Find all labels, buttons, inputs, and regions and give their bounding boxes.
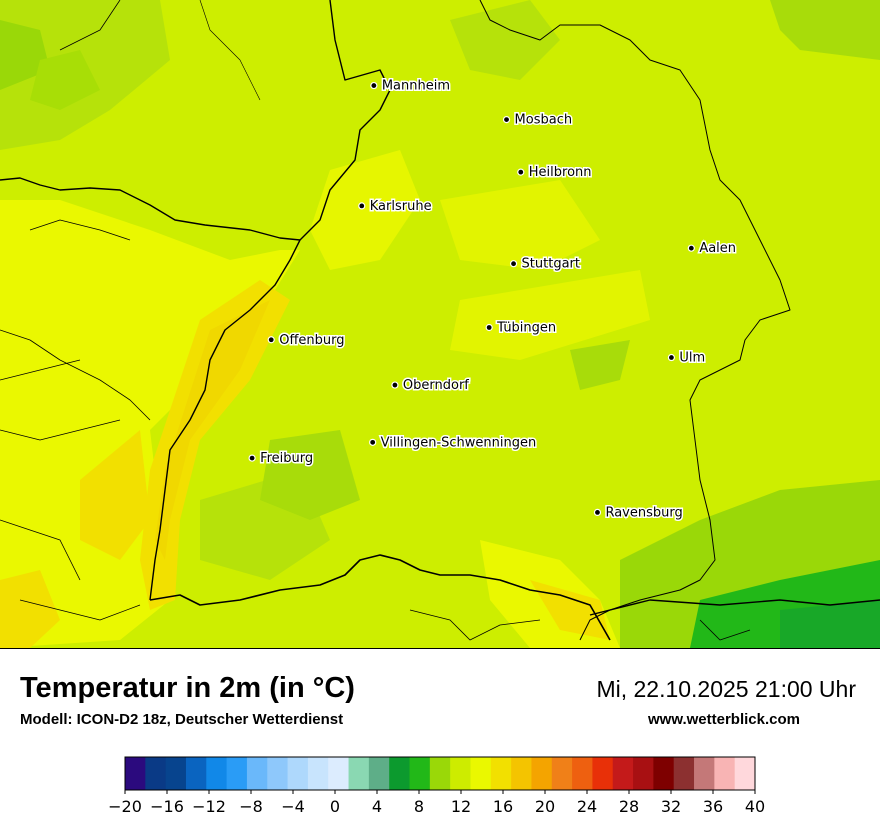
legend-swatch <box>470 757 492 790</box>
legend-tick-label: −16 <box>150 797 184 816</box>
temperature-map: Mannheim Mosbach Heilbronn Karlsruhe Aalen St… <box>0 0 880 649</box>
city-aalen: Aalen <box>687 240 738 258</box>
legend-tick-label: −4 <box>281 797 305 816</box>
legend-swatch <box>511 757 532 790</box>
city-label: Karlsruhe <box>370 199 432 214</box>
city-mosbach: Mosbach <box>502 111 574 129</box>
legend-tick-label: 36 <box>703 797 723 816</box>
city-dot <box>595 509 600 515</box>
city-ulm: Ulm <box>667 349 707 367</box>
legend-swatch <box>145 757 167 790</box>
legend-swatch <box>633 757 654 790</box>
legend-swatch <box>592 757 614 790</box>
legend-swatch <box>206 757 228 790</box>
legend-tick-label: −20 <box>108 797 142 816</box>
city-dot <box>669 355 674 360</box>
legend-tick-label: 4 <box>372 797 382 816</box>
legend-frame <box>124 756 756 791</box>
legend-tick-label: 0 <box>330 797 340 816</box>
legend-swatch <box>694 757 715 790</box>
legend-tick-label: 40 <box>745 797 765 816</box>
city-label: Offenburg <box>279 333 344 348</box>
forecast-datetime: Mi, 22.10.2025 21:00 Uhr <box>596 676 856 702</box>
legend-swatch <box>409 757 431 790</box>
legend-swatch <box>490 757 512 790</box>
model-info: Modell: ICON-D2 18z, Deutscher Wetterdie… <box>20 711 344 728</box>
legend-swatch <box>287 757 309 790</box>
website-link[interactable]: www.wetterblick.com <box>648 711 800 728</box>
legend-tick-label: −8 <box>239 797 263 816</box>
legend-tick-label: 16 <box>493 797 513 816</box>
city-t-bingen: Tübingen <box>485 319 558 337</box>
city-dot <box>268 337 274 343</box>
legend-swatch <box>429 757 451 790</box>
city-dot <box>511 261 516 267</box>
legend-swatch <box>572 757 593 790</box>
city-dot <box>392 382 398 388</box>
city-oberndorf: Oberndorf <box>391 377 471 395</box>
city-label: Mannheim <box>382 79 450 94</box>
city-dot <box>518 169 524 175</box>
legend-swatch <box>246 757 268 790</box>
legend-swatch <box>714 757 736 790</box>
legend-swatch <box>226 757 248 790</box>
map-canvas: Mannheim Mosbach Heilbronn Karlsruhe Aalen St… <box>0 0 880 648</box>
city-offenburg: Offenburg <box>267 331 346 349</box>
legend-swatch <box>389 757 411 790</box>
city-dot <box>249 455 255 461</box>
city-label: Heilbronn <box>529 165 592 180</box>
legend-tick-label: 12 <box>451 797 471 816</box>
legend-swatch <box>734 757 756 790</box>
city-ravensburg: Ravensburg <box>593 504 684 522</box>
city-villingen-schwenningen: Villingen-Schwenningen <box>369 434 538 452</box>
city-markers: Mannheim Mosbach Heilbronn Karlsruhe Aalen St… <box>248 77 738 522</box>
color-legend: −20 −16 −12 −8 −4 0 4 8 12 16 20 24 28 32 36 40 <box>0 750 880 830</box>
legend-swatch <box>328 757 350 790</box>
legend-swatch <box>307 757 329 790</box>
city-mannheim: Mannheim <box>370 77 452 95</box>
city-dot <box>371 83 377 88</box>
city-dot <box>688 245 694 251</box>
legend-swatch <box>450 757 471 790</box>
city-dot <box>486 325 492 330</box>
legend-swatch <box>653 757 675 790</box>
city-stuttgart: Stuttgart <box>509 255 582 273</box>
legend-tick-label: −12 <box>192 797 226 816</box>
legend-swatch <box>612 757 634 790</box>
city-label: Aalen <box>699 241 736 256</box>
legend-tick-label: 32 <box>661 797 681 816</box>
map-title: Temperatur in 2m (in °C) <box>20 672 355 704</box>
city-label: Freiburg <box>260 451 313 466</box>
legend-swatch <box>368 757 390 790</box>
city-label: Oberndorf <box>403 378 469 393</box>
legend-swatch <box>125 757 146 790</box>
city-karlsruhe: Karlsruhe <box>358 197 433 215</box>
city-dot <box>359 203 365 209</box>
legend-swatch <box>551 757 573 790</box>
legend-tick-label: 28 <box>619 797 639 816</box>
city-label: Mosbach <box>515 113 573 128</box>
city-dot <box>504 117 509 122</box>
city-dot <box>370 439 376 445</box>
legend-tick-label: 20 <box>535 797 555 816</box>
city-label: Ravensburg <box>605 505 682 520</box>
legend-swatch <box>531 757 553 790</box>
legend-tick-label: 24 <box>577 797 597 816</box>
city-freiburg: Freiburg <box>248 450 315 468</box>
legend-swatch <box>348 757 370 790</box>
legend-swatch <box>165 757 187 790</box>
legend-canvas: −20 −16 −12 −8 −4 0 4 8 12 16 20 24 28 32 36 40 <box>108 756 765 816</box>
legend-swatch <box>267 757 289 790</box>
city-label: Villingen-Schwenningen <box>381 435 537 450</box>
city-label: Ulm <box>679 351 705 366</box>
city-heilbronn: Heilbronn <box>517 164 593 182</box>
legend-swatch <box>185 757 207 790</box>
borders <box>0 0 880 641</box>
legend-tick-label: 8 <box>414 797 424 816</box>
legend-swatch <box>673 757 695 790</box>
temperature-field <box>0 0 880 648</box>
city-label: Tübingen <box>496 321 556 336</box>
city-label: Stuttgart <box>522 257 580 272</box>
